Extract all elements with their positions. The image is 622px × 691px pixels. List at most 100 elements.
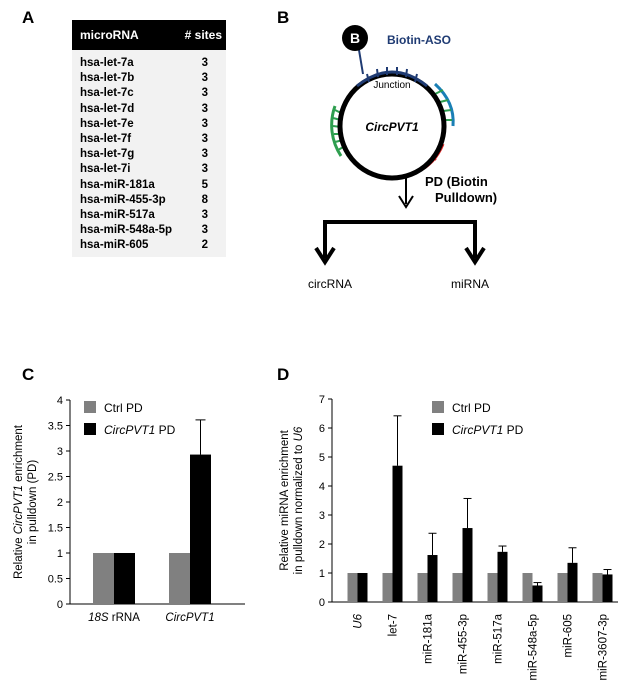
legend-label: Ctrl PD [104,401,143,415]
sites-count-cell: 3 [201,163,208,176]
legend-label: Ctrl PD [452,401,491,415]
x-tick-label: miR-455-3p [458,614,470,674]
y-axis-label-line1: Relative miRNA enrichment [279,429,291,570]
sites-count-cell: 3 [201,208,208,221]
table-row: hsa-let-7e 3 [72,117,226,132]
y-tick-label: 5 [319,452,325,464]
x-tick-label: CircPVT1 [165,612,214,624]
y-tick-label: 2 [57,497,63,509]
sites-count-cell: 2 [201,239,208,252]
x-tick-label: miR-517a [493,613,505,663]
bar-circpvt1 [190,454,211,604]
table-row: hsa-let-7b 3 [72,71,226,86]
mirna-name-cell: hsa-let-7d [80,102,135,115]
pulldown-arrow-head [398,195,414,209]
sites-count-cell: 3 [201,57,208,69]
pulldown-label-1: PD (Biotin [425,174,488,189]
x-tick-label: let-7 [388,614,400,636]
mirna-name-cell: hsa-let-7b [80,72,135,85]
header-microrna: microRNA [80,28,139,42]
circrna-output-label: circRNA [308,277,352,291]
x-tick-label: miR-3607-3p [598,614,610,680]
table-row: hsa-let-7f 3 [72,132,226,147]
panel-a-letter: A [22,8,35,27]
left-arrow-head [314,246,336,266]
table-row: hsa-let-7d 3 [72,102,226,117]
table-row: hsa-let-7g 3 [72,147,226,162]
aso-strand [356,70,428,88]
teal-mirna-arc [433,82,455,127]
y-tick-label: 7 [319,394,325,406]
sites-count-cell: 3 [201,87,208,100]
y-tick-label: 0.5 [48,574,63,586]
biotin-badge-letter: B [350,30,360,46]
x-tick-label: 18S rRNA [88,612,140,624]
bar-circpvt1 [392,465,403,602]
bar-ctrl [592,573,603,602]
bar-circpvt1 [427,555,438,602]
x-tick-label: U6 [353,613,365,628]
table-row: hsa-miR-548a-5p 3 [72,223,226,238]
bar-circpvt1 [462,528,473,602]
sites-count-cell: 3 [201,117,208,130]
bar-circpvt1 [602,574,613,602]
bar-circpvt1 [357,573,368,602]
biotin-aso-label: Biotin-ASO [387,33,451,47]
table-row: hsa-let-7i 3 [72,162,226,177]
bar-ctrl [417,573,428,602]
circle-label: CircPVT1 [365,120,419,134]
legend-swatch [84,423,96,435]
bar-ctrl [382,573,393,602]
sites-count-cell: 8 [201,193,208,206]
microrna-sites-table: microRNA # sites hsa-let-7a 3 hsa-let-7b 3 h… [72,20,226,258]
mirna-name-cell: hsa-miR-517a [80,208,155,221]
bar-circpvt1 [497,551,508,602]
panel-b-letter: B [277,8,290,27]
aso-ticks [366,67,418,83]
green-mirna-arc [330,105,343,157]
x-tick-label: miR-181a [423,613,435,663]
bar-circpvt1 [532,585,543,602]
y-tick-label: 2 [319,539,325,551]
legend-label: CircPVT1 PD [452,423,524,437]
mirna-name-cell: hsa-miR-455-3p [80,193,166,206]
bar-ctrl [452,573,463,602]
sites-count-cell: 3 [201,102,208,115]
biotin-linker [358,49,364,75]
table-row: hsa-miR-517a 3 [72,208,226,223]
y-tick-label: 3 [319,510,325,522]
y-tick-label: 6 [319,423,325,435]
mirna-name-cell: hsa-let-7g [80,148,135,161]
mirna-output-label: miRNA [451,277,489,291]
mirna-name-cell: hsa-miR-181a [80,178,155,191]
legend-swatch [432,401,444,413]
panel-d-letter: D [277,365,290,384]
mirna-name-cell: hsa-miR-605 [80,239,149,252]
bar-ctrl [169,553,190,604]
y-tick-label: 0 [319,597,325,609]
y-tick-label: 4 [57,395,63,407]
x-tick-label: miR-548a-5p [528,614,540,680]
bar-circpvt1 [567,562,578,602]
sites-count-cell: 5 [201,178,208,191]
junction-label: Junction [373,80,410,91]
y-tick-label: 1 [57,548,63,560]
sites-count-cell: 3 [201,148,208,161]
split-bracket [323,220,477,258]
bar-ctrl [93,553,114,604]
sites-count-cell: 3 [201,72,208,85]
mirna-name-cell: hsa-let-7e [80,117,134,130]
legend-swatch [84,401,96,413]
chart-c: 0 0.5 1 1.5 2 2.5 3 3.5 4 18S rRNA CircPVT1 Ctrl PD… [13,395,245,624]
panel-c-letter: C [22,365,35,384]
table-header: microRNA # sites [72,20,226,50]
legend-label: CircPVT1 PD [104,423,176,437]
y-axis-label-line1: Relative CircPVT1 enrichment [13,424,25,579]
mirna-name-cell: hsa-let-7f [80,132,132,145]
pulldown-label-2: Pulldown) [435,190,497,205]
table-row: hsa-miR-181a 5 [72,178,226,193]
mirna-name-cell: hsa-let-7a [80,57,134,69]
mirna-name-cell: hsa-let-7i [80,163,131,176]
mirna-name-cell: hsa-let-7c [80,87,134,100]
circpvt1-circle [337,71,447,181]
